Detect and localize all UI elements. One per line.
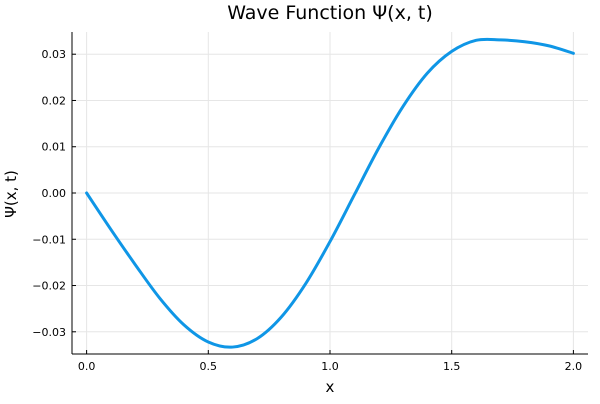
y-tick-label: −0.01: [32, 233, 66, 246]
x-tick-label: 2.0: [565, 360, 583, 373]
x-axis-title: x: [326, 378, 335, 396]
y-tick-label: 0.03: [42, 48, 67, 61]
y-tick-label: −0.02: [32, 280, 66, 293]
y-tick-label: 0.02: [42, 94, 67, 107]
labels: Wave Function Ψ(x, t) x Ψ(x, t): [2, 2, 433, 396]
chart-title: Wave Function Ψ(x, t): [227, 2, 433, 24]
y-tick-label: 0.01: [42, 141, 67, 154]
y-axis-title: Ψ(x, t): [2, 170, 20, 218]
x-tick-label: 0.5: [200, 360, 218, 373]
grid: [72, 32, 588, 354]
y-tick-label: 0.00: [42, 187, 67, 200]
series-layer: [85, 37, 575, 349]
y-tick-label: −0.03: [32, 326, 66, 339]
series-line: [85, 37, 575, 349]
x-tick-label: 0.0: [78, 360, 96, 373]
axes: 0.0 0.5 1.0 1.5 2.0 −0.03 −0.02 −0.01 0.00 0.01 0.…: [32, 32, 588, 373]
x-tick-label: 1.5: [443, 360, 461, 373]
x-tick-label: 1.0: [321, 360, 339, 373]
